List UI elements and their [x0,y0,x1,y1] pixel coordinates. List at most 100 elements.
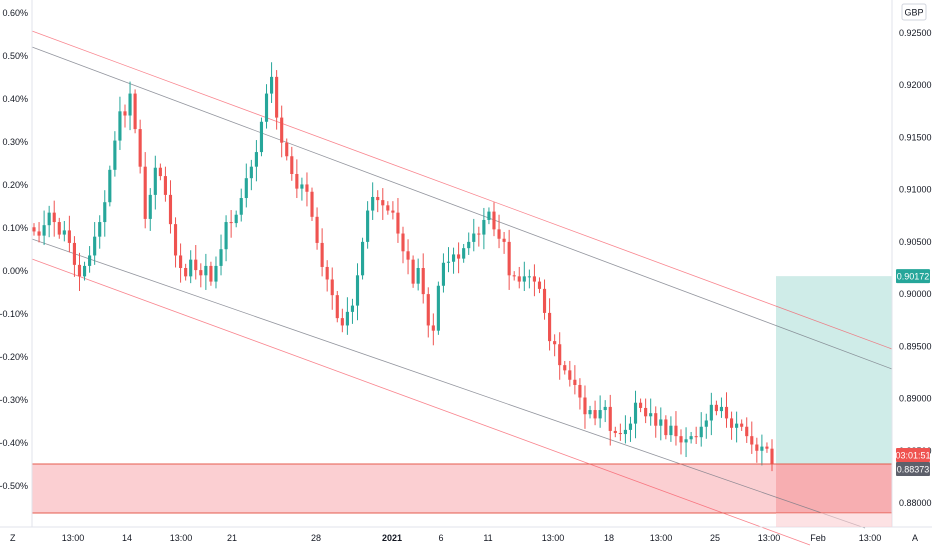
candle-body[interactable] [740,423,744,427]
candle-body[interactable] [613,430,617,434]
candle-body[interactable] [360,241,365,276]
currency-button[interactable]: GBP [901,3,927,21]
candle-body[interactable] [573,379,577,385]
candle-body[interactable] [315,216,319,243]
candle-body[interactable] [57,222,61,235]
candle-body[interactable] [467,241,471,249]
candle-body[interactable] [578,384,582,398]
channel-lower-outer-line[interactable] [31,258,811,546]
candle-body[interactable] [93,236,97,256]
candle-body[interactable] [214,265,218,282]
candle-body[interactable] [603,406,607,411]
candle-body[interactable] [310,191,314,217]
candle-body[interactable] [229,222,233,224]
candle-body[interactable] [330,279,334,296]
candle-body[interactable] [689,436,693,440]
channel-lower-line[interactable] [31,238,866,529]
candle-body[interactable] [765,446,769,449]
candle-body[interactable] [457,254,461,259]
candle-body[interactable] [189,259,193,277]
candle-body[interactable] [204,265,208,276]
candle-body[interactable] [305,184,309,192]
candle-body[interactable] [32,227,36,232]
candle-body[interactable] [431,325,435,331]
right-price-axis[interactable]: 0.92500 0.92000 0.91500 0.91000 0.90500 0.900… [891,0,932,527]
candle-body[interactable] [537,281,542,289]
candle-body[interactable] [563,365,567,371]
candle-body[interactable] [224,222,228,250]
candle-body[interactable] [517,276,521,282]
candle-body[interactable] [163,176,167,195]
candle-body[interactable] [532,276,536,282]
candle-body[interactable] [558,344,562,366]
candle-body[interactable] [290,156,294,174]
candle-body[interactable] [184,268,188,277]
candle-body[interactable] [219,249,223,266]
candle-body[interactable] [72,242,77,265]
candle-body[interactable] [639,402,643,408]
candle-body[interactable] [381,200,385,206]
candle-body[interactable] [618,433,622,435]
candle-body[interactable] [679,436,683,443]
stop-loss-zone[interactable] [32,464,892,514]
channel-upper-outer-line[interactable] [31,30,893,350]
candle-body[interactable] [270,76,274,94]
axis-corner-right[interactable]: A [912,533,918,543]
candle-body[interactable] [583,397,587,415]
candle-body[interactable] [77,264,82,277]
candle-body[interactable] [128,93,132,116]
candle-body[interactable] [497,229,501,239]
candle-body[interactable] [482,219,486,235]
candle-body[interactable] [669,425,673,436]
candle-body[interactable] [366,210,370,242]
candle-body[interactable] [98,222,102,237]
candle-body[interactable] [401,233,405,252]
candle-body[interactable] [199,270,203,276]
candle-body[interactable] [421,268,425,295]
candle-body[interactable] [264,93,269,122]
candle-body[interactable] [553,341,557,345]
candle-body[interactable] [649,413,653,417]
candle-body[interactable] [259,121,264,153]
candle-body[interactable] [477,233,481,235]
candle-body[interactable] [527,276,531,278]
take-profit-zone[interactable] [776,276,892,465]
candle-body[interactable] [436,285,440,331]
candle-body[interactable] [168,194,173,225]
candle-body[interactable] [143,166,147,219]
candle-body[interactable] [623,429,627,435]
candle-body[interactable] [113,140,117,170]
candle-body[interactable] [487,211,491,220]
candle-body[interactable] [249,166,253,179]
candle-body[interactable] [750,436,754,445]
candle-body[interactable] [133,93,137,130]
candle-body[interactable] [735,423,739,428]
candle-body[interactable] [320,242,324,267]
candle-body[interactable] [47,212,51,226]
candle-body[interactable] [472,233,476,242]
candle-body[interactable] [386,205,390,211]
candle-series[interactable] [32,62,774,472]
candle-body[interactable] [254,152,258,167]
candle-body[interactable] [745,426,749,437]
candle-body[interactable] [719,406,724,412]
candle-body[interactable] [42,225,46,236]
candle-body[interactable] [522,276,526,282]
candle-body[interactable] [446,261,451,263]
candle-body[interactable] [209,265,213,282]
candle-body[interactable] [441,262,446,286]
candle-body[interactable] [568,370,572,380]
candle-body[interactable] [88,255,92,266]
candle-body[interactable] [194,259,198,271]
candle-body[interactable] [82,265,87,277]
candle-body[interactable] [335,295,339,319]
candle-body[interactable] [391,210,395,213]
candle-body[interactable] [699,426,703,438]
candle-body[interactable] [598,410,602,419]
candle-body[interactable] [411,259,415,284]
candle-body[interactable] [179,255,183,268]
candle-body[interactable] [451,254,456,262]
candle-body[interactable] [502,238,506,242]
candle-body[interactable] [275,76,279,118]
